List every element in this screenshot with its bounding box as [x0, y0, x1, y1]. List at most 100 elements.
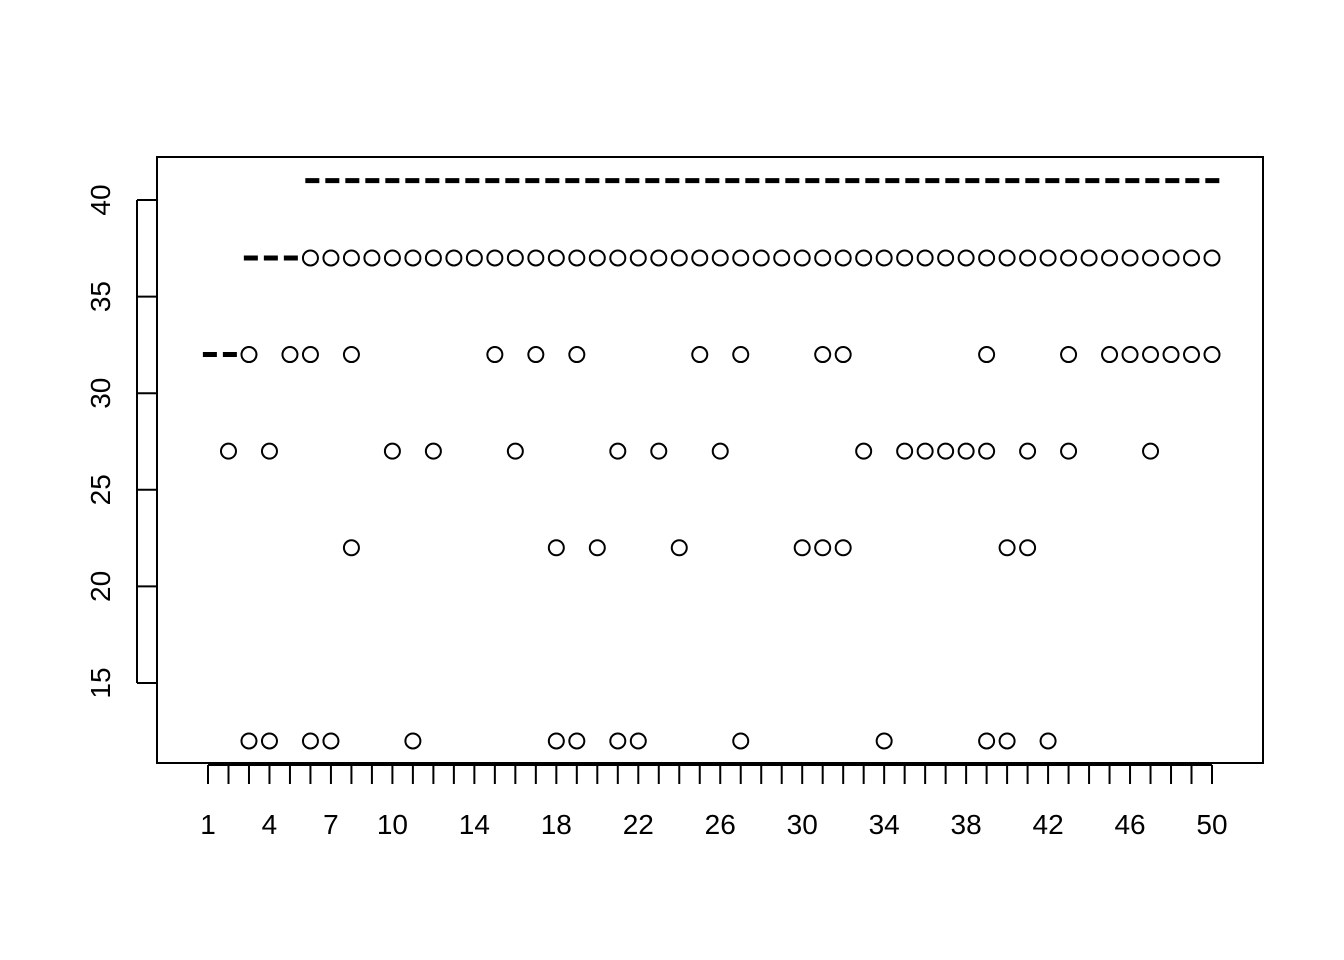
- data-point: [732, 346, 750, 364]
- data-point: [363, 249, 381, 267]
- data-point: [322, 732, 340, 750]
- data-point: [486, 346, 504, 364]
- data-point: [793, 539, 811, 557]
- data-point: [547, 539, 565, 557]
- data-point: [1060, 442, 1078, 460]
- data-point: [998, 539, 1016, 557]
- data-point: [855, 442, 873, 460]
- data-point: [875, 249, 893, 267]
- x-tick-label: 18: [541, 809, 572, 840]
- data-point: [1060, 249, 1078, 267]
- data-point: [424, 442, 442, 460]
- data-point: [1203, 249, 1221, 267]
- data-point: [547, 732, 565, 750]
- data-point: [342, 539, 360, 557]
- data-point: [1101, 249, 1119, 267]
- data-point: [1101, 346, 1119, 364]
- data-point: [342, 346, 360, 364]
- data-point: [219, 442, 237, 460]
- data-point: [1183, 346, 1201, 364]
- data-point: [568, 732, 586, 750]
- x-tick-label: 14: [459, 809, 490, 840]
- data-point: [855, 249, 873, 267]
- data-point: [342, 249, 360, 267]
- data-point: [240, 346, 258, 364]
- x-tick-label: 50: [1196, 809, 1227, 840]
- data-point: [875, 732, 893, 750]
- data-point: [1080, 249, 1098, 267]
- data-point: [240, 732, 258, 750]
- y-tick-label: 20: [85, 571, 116, 602]
- data-point: [978, 346, 996, 364]
- data-point: [404, 249, 422, 267]
- data-point: [916, 442, 934, 460]
- data-point: [404, 732, 422, 750]
- data-point: [506, 249, 524, 267]
- data-point: [834, 346, 852, 364]
- data-point: [486, 249, 504, 267]
- data-point: [547, 249, 565, 267]
- data-point: [629, 249, 647, 267]
- data-point: [896, 442, 914, 460]
- data-point: [609, 442, 627, 460]
- y-tick-label: 30: [85, 378, 116, 409]
- x-axis: 1 4 7 10 14 18 22 26 30 34 38 42 46 50: [200, 764, 1228, 840]
- x-tick-label: 34: [869, 809, 900, 840]
- data-point: [650, 442, 668, 460]
- data-point: [527, 249, 545, 267]
- data-point: [424, 249, 442, 267]
- data-point: [711, 442, 729, 460]
- y-tick-label: 40: [85, 184, 116, 215]
- data-point: [732, 249, 750, 267]
- data-points: [219, 249, 1221, 750]
- data-point: [527, 346, 545, 364]
- data-point: [260, 442, 278, 460]
- data-point: [896, 249, 914, 267]
- y-tick-label: 35: [85, 281, 116, 312]
- y-tick-label: 15: [85, 667, 116, 698]
- data-point: [834, 539, 852, 557]
- data-point: [1019, 249, 1037, 267]
- data-point: [1121, 249, 1139, 267]
- data-point: [445, 249, 463, 267]
- data-point: [609, 249, 627, 267]
- data-point: [814, 249, 832, 267]
- data-point: [260, 732, 278, 750]
- data-point: [978, 442, 996, 460]
- data-point: [916, 249, 934, 267]
- data-point: [957, 249, 975, 267]
- data-point: [1039, 249, 1057, 267]
- x-tick-label: 46: [1114, 809, 1145, 840]
- x-tick-label: 4: [262, 809, 278, 840]
- data-point: [1142, 442, 1160, 460]
- data-point: [383, 249, 401, 267]
- x-tick-label: 42: [1033, 809, 1064, 840]
- data-point: [732, 732, 750, 750]
- data-point: [978, 249, 996, 267]
- data-point: [1162, 249, 1180, 267]
- x-tick-label: 30: [787, 809, 818, 840]
- data-point: [506, 442, 524, 460]
- data-point: [691, 346, 709, 364]
- data-point: [998, 249, 1016, 267]
- data-point: [609, 732, 627, 750]
- data-point: [1162, 346, 1180, 364]
- data-point: [937, 442, 955, 460]
- data-point: [670, 249, 688, 267]
- data-point: [1060, 346, 1078, 364]
- x-tick-label: 22: [623, 809, 654, 840]
- x-tick-label: 26: [705, 809, 736, 840]
- y-tick-label: 25: [85, 474, 116, 505]
- data-point: [281, 346, 299, 364]
- data-point: [1019, 442, 1037, 460]
- data-point: [1142, 346, 1160, 364]
- data-point: [568, 249, 586, 267]
- data-point: [711, 249, 729, 267]
- data-point: [301, 249, 319, 267]
- data-point: [773, 249, 791, 267]
- data-point: [793, 249, 811, 267]
- data-point: [383, 442, 401, 460]
- data-point: [691, 249, 709, 267]
- data-point: [814, 539, 832, 557]
